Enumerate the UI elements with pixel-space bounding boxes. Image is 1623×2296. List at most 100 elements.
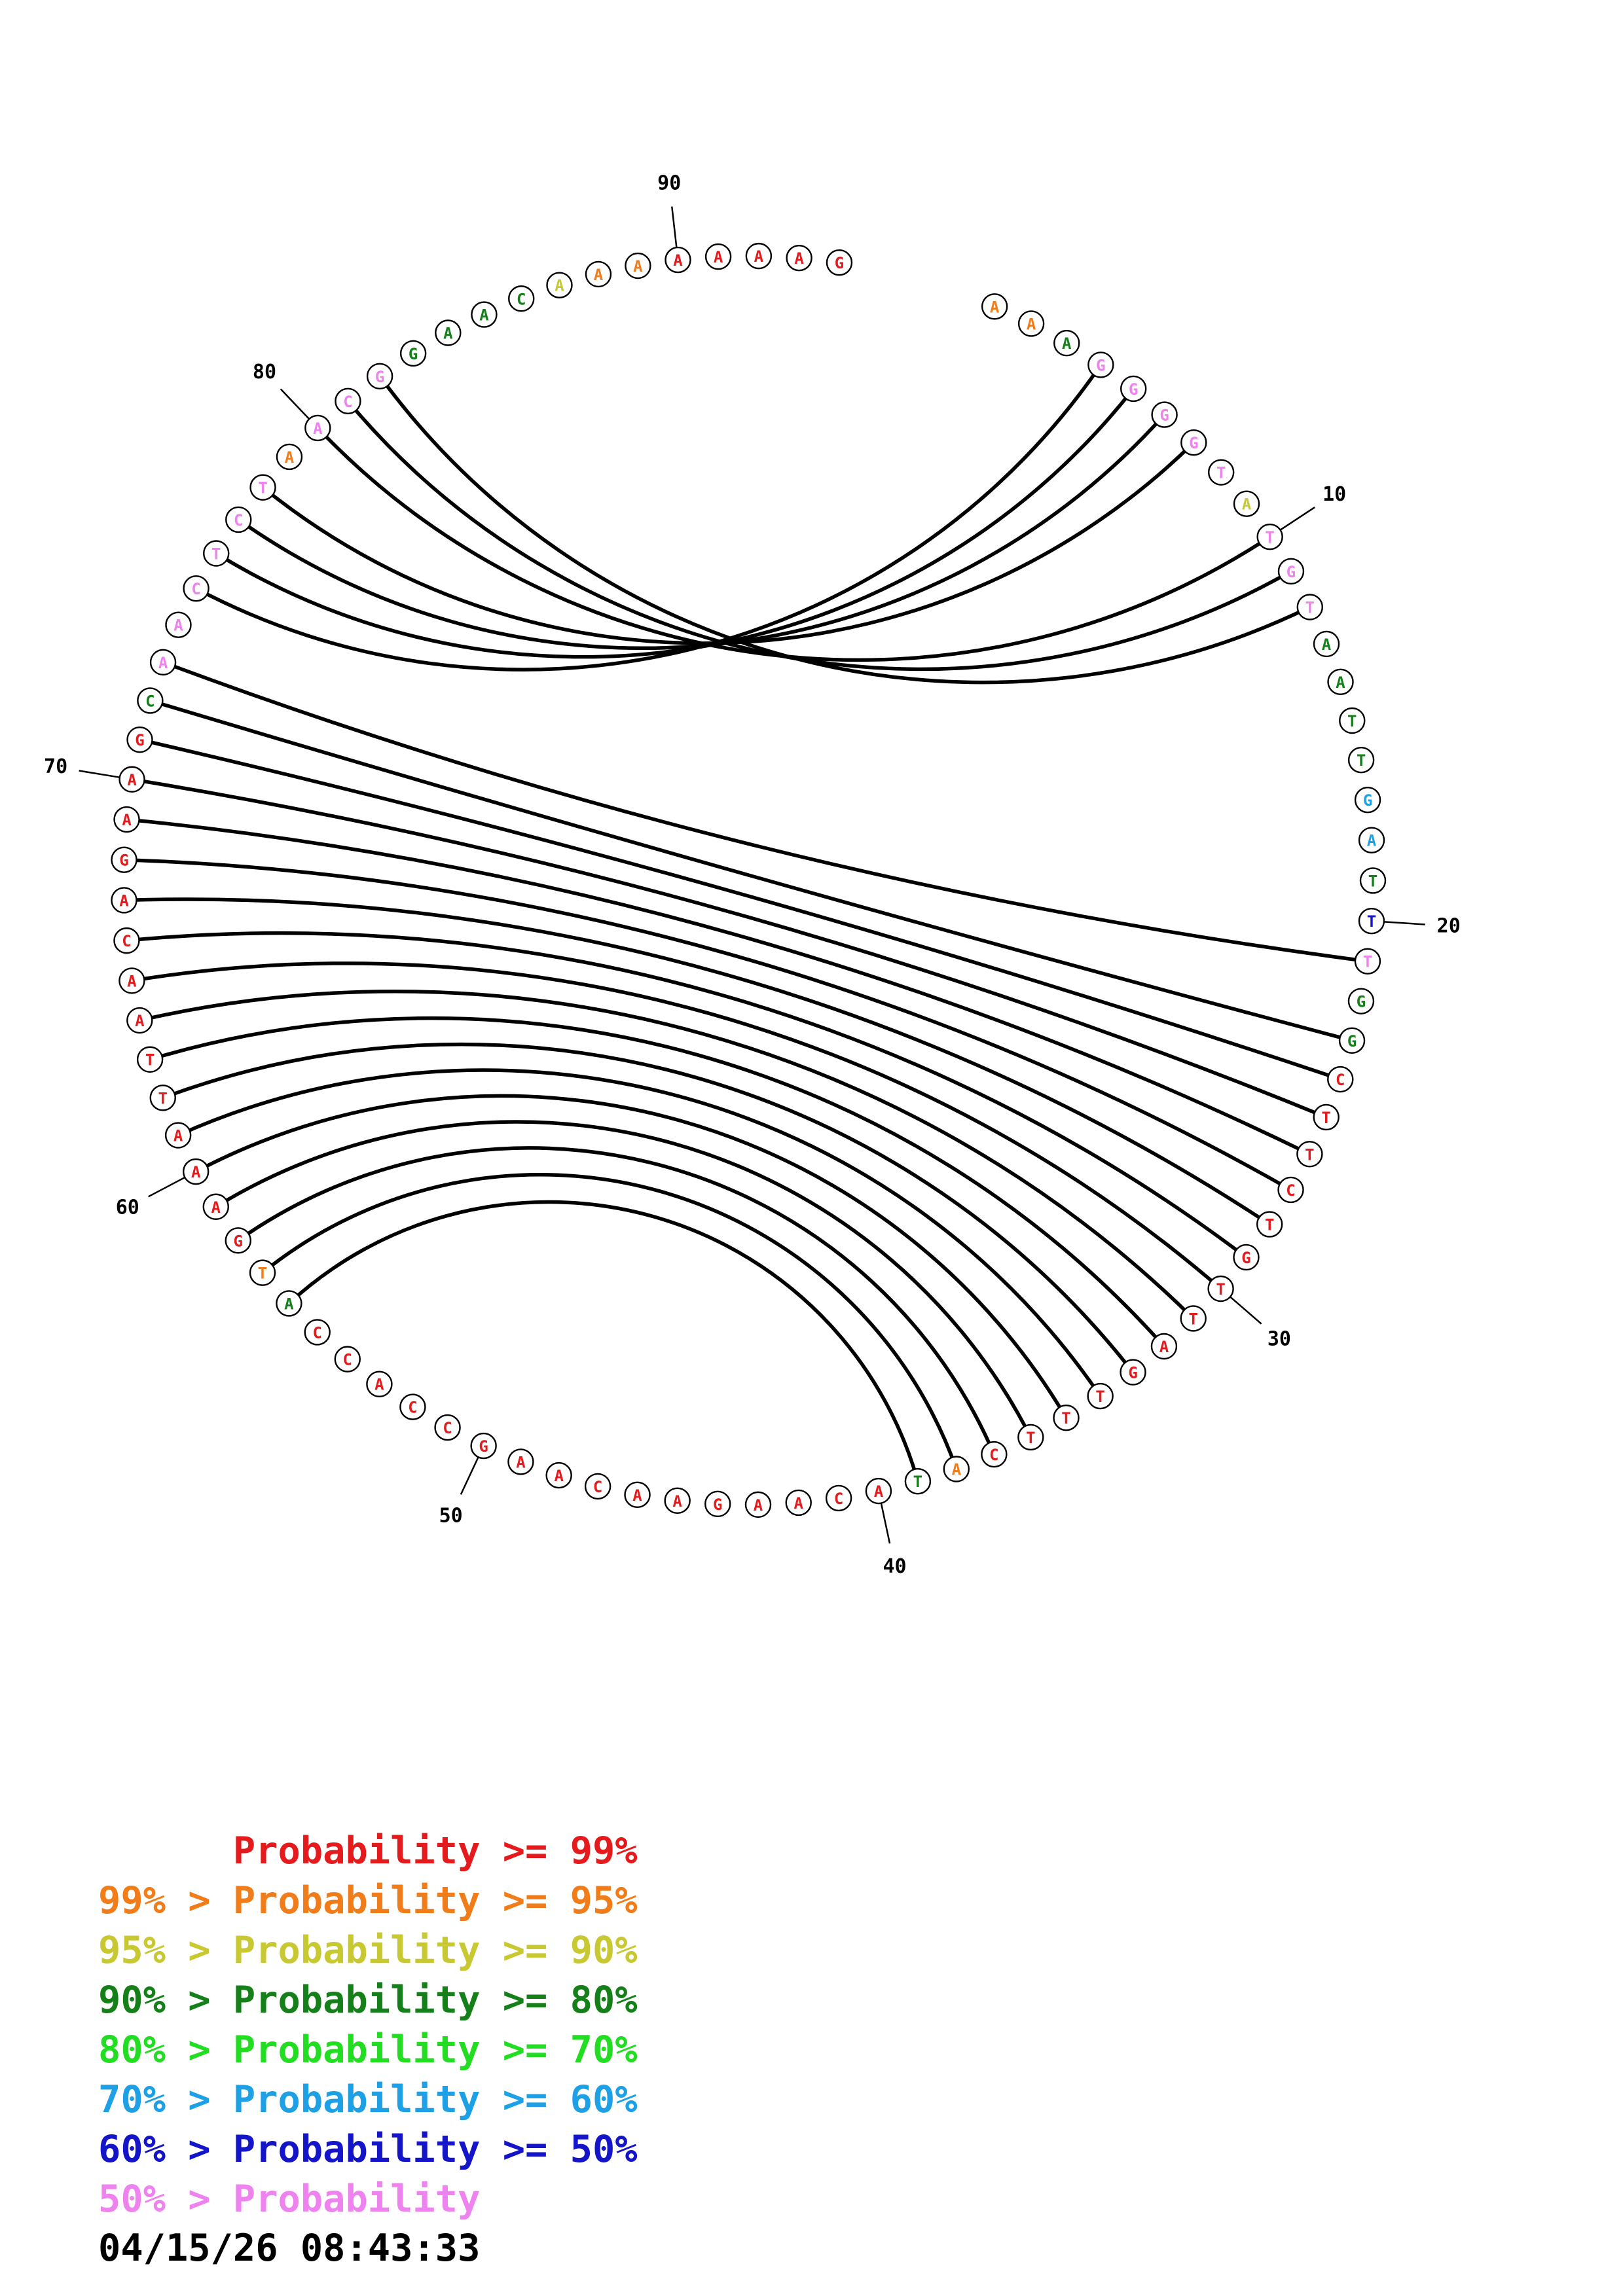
nucleotide-letter: G [835, 254, 844, 272]
nucleotide: A [165, 611, 192, 638]
nucleotide-letter: T [1188, 1310, 1197, 1328]
nucleotide-letter: T [145, 1051, 155, 1069]
nucleotide-circle [1233, 490, 1260, 517]
nucleotide: C [335, 387, 361, 415]
nucleotide-circle [1339, 707, 1366, 734]
nucleotide: A [119, 967, 145, 994]
position-label: 30 [1267, 1328, 1291, 1351]
nucleotide-circle [1277, 558, 1305, 585]
nucleotide-circle [165, 611, 192, 638]
position-tick [671, 206, 678, 248]
nucleotide-letter: A [672, 1492, 682, 1511]
nucleotide-circle [249, 474, 276, 501]
nucleotide-circle [1053, 330, 1080, 357]
nucleotide-circle [665, 246, 691, 274]
nucleotide: G [366, 363, 393, 389]
nucleotide-circle [276, 443, 303, 471]
nucleotide: A [1327, 668, 1354, 696]
nucleotide-letter: T [1305, 598, 1315, 617]
nucleotide-letter: C [834, 1490, 843, 1508]
nucleotide: T [1359, 867, 1387, 894]
nucleotide-circle [276, 1290, 302, 1317]
nucleotide-letter: A [594, 266, 604, 284]
nucleotide-letter: T [1368, 872, 1377, 890]
nucleotide-letter: G [1096, 356, 1105, 374]
nucleotide-letter: A [313, 420, 323, 438]
position-label: 20 [1437, 914, 1461, 937]
nucleotide-letter: A [952, 1461, 962, 1479]
nucleotide-circle [111, 846, 137, 873]
nucleotide-letter: T [258, 1265, 267, 1283]
nucleotide-circle [119, 766, 145, 793]
nucleotide: A [943, 1456, 970, 1482]
nucleotide-circle [225, 1227, 251, 1254]
nucleotide-circle [825, 1484, 852, 1512]
nucleotide-circle [1313, 1103, 1340, 1131]
nucleotide-circle [1053, 1405, 1080, 1431]
nucleotide-letter: G [1363, 791, 1372, 810]
base-pair-arc [132, 778, 1327, 1119]
nucleotide-circle [113, 927, 140, 954]
nucleotide-circle [149, 649, 177, 676]
base-pair-arc [124, 897, 1271, 1226]
nucleotide-circle [1359, 867, 1387, 894]
nucleotide-circle [625, 252, 651, 279]
base-pair-arc [195, 363, 1103, 672]
nucleotide: G [111, 846, 137, 873]
nucleotide: A [366, 1371, 393, 1397]
nucleotide-letter: A [673, 251, 683, 270]
nucleotide: A [624, 1481, 651, 1509]
nucleotide-letter: C [593, 1478, 602, 1496]
nucleotide: A [164, 1122, 192, 1149]
nucleotide: T [1053, 1405, 1080, 1431]
nucleotide-circle [1296, 1141, 1323, 1168]
nucleotide-circle [624, 1481, 651, 1509]
nucleotide-circle [304, 414, 331, 442]
nucleotide-circle [865, 1477, 892, 1505]
nucleotide: A [202, 1193, 229, 1220]
nucleotide-letter: C [234, 511, 243, 529]
nucleotide: G [1354, 786, 1381, 814]
nucleotide-letter: A [874, 1482, 884, 1501]
nucleotide-circle [1347, 988, 1375, 1014]
nucleotide-circle [335, 387, 361, 415]
nucleotide-letter: A [211, 1198, 221, 1217]
nucleotide: G [1087, 351, 1114, 378]
nucleotide-circle [183, 575, 210, 602]
base-pair-arcs [124, 363, 1368, 1482]
nucleotide-letter: A [1159, 1338, 1169, 1356]
nucleotide: G [1233, 1244, 1260, 1271]
nucleotide-letter: A [1322, 636, 1332, 654]
nucleotide-circle [435, 319, 462, 346]
base-pair-arc [237, 413, 1166, 650]
nucleotide-circle [1256, 1211, 1283, 1238]
nucleotide: G [1277, 558, 1305, 585]
nucleotide-circle [1233, 1244, 1260, 1271]
nucleotide: T [1180, 1305, 1207, 1332]
position-tick [880, 1503, 891, 1544]
nucleotide: G [470, 1432, 497, 1460]
nucleotide-letter: C [517, 290, 526, 308]
nucleotide-circle [126, 726, 153, 753]
nucleotide-letter: A [443, 324, 453, 342]
nucleotide-circle [1120, 375, 1147, 403]
nucleotide-letter: C [1336, 1071, 1345, 1089]
base-pair-arc [287, 1200, 920, 1482]
base-pair-arc [346, 400, 1292, 672]
nucleotide: T [1256, 523, 1283, 550]
base-pair-arc [126, 931, 1248, 1259]
position-label: 50 [439, 1504, 463, 1527]
nucleotide-circle [1358, 827, 1385, 853]
nucleotide-circle [203, 540, 230, 567]
nucleotide: A [745, 242, 773, 270]
nucleotide: T [249, 474, 276, 501]
base-pair-arc [261, 1173, 958, 1470]
nucleotide: A [1053, 330, 1080, 357]
nucleotide-letter: A [173, 1127, 183, 1145]
base-pair-arc [126, 817, 1311, 1156]
base-pair-arc [139, 738, 1341, 1081]
nucleotide-letter: A [1027, 315, 1036, 333]
position-label: 80 [253, 361, 276, 384]
nucleotide-letter: A [1062, 334, 1072, 353]
nucleotide: C [304, 1319, 331, 1346]
